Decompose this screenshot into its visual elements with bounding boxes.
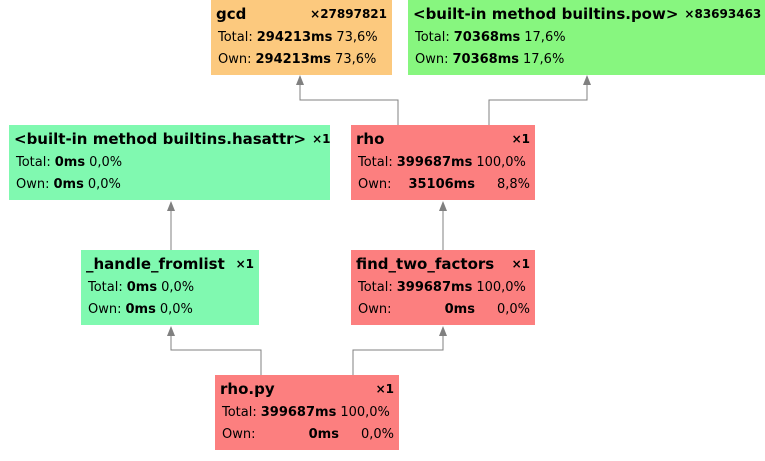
node-name: find_two_factors	[356, 255, 495, 273]
own-label: Own:	[358, 301, 392, 317]
own-value: 0ms	[53, 176, 84, 192]
total-value: 399687ms	[396, 154, 473, 170]
call-count: ×1	[312, 132, 331, 146]
total-row: Total: 399687ms 100,0%	[356, 276, 530, 298]
call-count: ×1	[511, 257, 530, 271]
edge-rho-to-gcd	[296, 75, 399, 125]
own-row: Own: 0ms 0,0%	[220, 423, 394, 445]
total-row: Total: 70368ms 17,6%	[413, 26, 760, 48]
call-count: ×1	[235, 257, 254, 271]
own-value: 35106ms	[408, 176, 475, 192]
total-row: Total: 294213ms 73,6%	[216, 26, 387, 48]
node-gcd[interactable]: gcd ×27897821 Total: 294213ms 73,6% Own:…	[211, 0, 392, 75]
total-percent: 73,6%	[336, 29, 378, 45]
own-value: 70368ms	[452, 51, 519, 67]
total-value: 294213ms	[256, 29, 333, 45]
own-percent: 0,0%	[159, 301, 193, 317]
total-label: Total:	[88, 279, 123, 295]
total-percent: 0,0%	[89, 154, 123, 170]
total-label: Total:	[16, 154, 51, 170]
total-label: Total:	[358, 154, 393, 170]
node-name: rho	[356, 130, 385, 148]
total-percent: 0,0%	[161, 279, 195, 295]
call-count: ×83693463	[684, 7, 762, 21]
total-percent: 100,0%	[476, 154, 526, 170]
own-row: Own: 0ms 0,0%	[356, 298, 530, 320]
total-row: Total: 399687ms 100,0%	[356, 151, 530, 173]
call-count: ×1	[511, 132, 530, 146]
node-name: <built-in method builtins.hasattr>	[14, 130, 307, 148]
own-percent: 73,6%	[335, 51, 377, 67]
edge-rho-to-pow	[488, 75, 591, 125]
own-label: Own:	[415, 51, 449, 67]
node-name: rho.py	[220, 380, 275, 398]
own-row: Own: 0ms 0,0%	[14, 173, 325, 195]
node-name: _handle_fromlist	[86, 255, 225, 273]
total-percent: 17,6%	[524, 29, 566, 45]
own-row: Own: 294213ms 73,6%	[216, 48, 387, 70]
own-label: Own:	[222, 426, 256, 442]
total-label: Total:	[358, 279, 393, 295]
own-row: Own: 70368ms 17,6%	[413, 48, 760, 70]
node-builtins-hasattr[interactable]: <built-in method builtins.hasattr> ×1 To…	[9, 125, 331, 200]
node-rho-py[interactable]: rho.py ×1 Total: 399687ms 100,0% Own: 0m…	[215, 375, 399, 450]
total-value: 0ms	[126, 279, 158, 295]
total-label: Total:	[218, 29, 253, 45]
own-row: Own: 0ms 0,0%	[86, 298, 254, 320]
total-label: Total:	[415, 29, 450, 45]
total-value: 399687ms	[260, 404, 337, 420]
own-percent: 0,0%	[496, 301, 530, 317]
node-builtins-pow[interactable]: <built-in method builtins.pow> ×83693463…	[408, 0, 765, 75]
node-find-two-factors[interactable]: find_two_factors ×1 Total: 399687ms 100,…	[351, 250, 535, 325]
own-value: 0ms	[308, 426, 339, 442]
own-label: Own:	[218, 51, 252, 67]
own-percent: 0,0%	[360, 426, 394, 442]
total-value: 70368ms	[453, 29, 521, 45]
edge-rhopy-to-handle-fromlist	[167, 326, 262, 375]
total-value: 399687ms	[396, 279, 473, 295]
total-value: 0ms	[54, 154, 86, 170]
own-label: Own:	[16, 176, 50, 192]
own-percent: 8,8%	[496, 176, 530, 192]
node-rho[interactable]: rho ×1 Total: 399687ms 100,0% Own: 35106…	[351, 125, 535, 200]
own-value: 0ms	[125, 301, 156, 317]
own-label: Own:	[88, 301, 122, 317]
own-value: 294213ms	[255, 51, 332, 67]
own-row: Own: 35106ms 8,8%	[356, 173, 530, 195]
total-percent: 100,0%	[476, 279, 526, 295]
total-row: Total: 0ms 0,0%	[86, 276, 254, 298]
edge-rhopy-to-find-two-factors	[352, 326, 447, 375]
total-row: Total: 399687ms 100,0%	[220, 401, 394, 423]
call-count: ×1	[375, 382, 394, 396]
total-row: Total: 0ms 0,0%	[14, 151, 325, 173]
total-percent: 100,0%	[340, 404, 390, 420]
node-name: <built-in method builtins.pow>	[413, 5, 679, 23]
own-value: 0ms	[444, 301, 475, 317]
total-label: Total:	[222, 404, 257, 420]
node-handle-fromlist[interactable]: _handle_fromlist ×1 Total: 0ms 0,0% Own:…	[81, 250, 259, 325]
call-count: ×27897821	[310, 7, 387, 21]
own-label: Own:	[358, 176, 392, 192]
own-percent: 0,0%	[87, 176, 121, 192]
own-percent: 17,6%	[523, 51, 565, 67]
node-name: gcd	[216, 5, 247, 23]
